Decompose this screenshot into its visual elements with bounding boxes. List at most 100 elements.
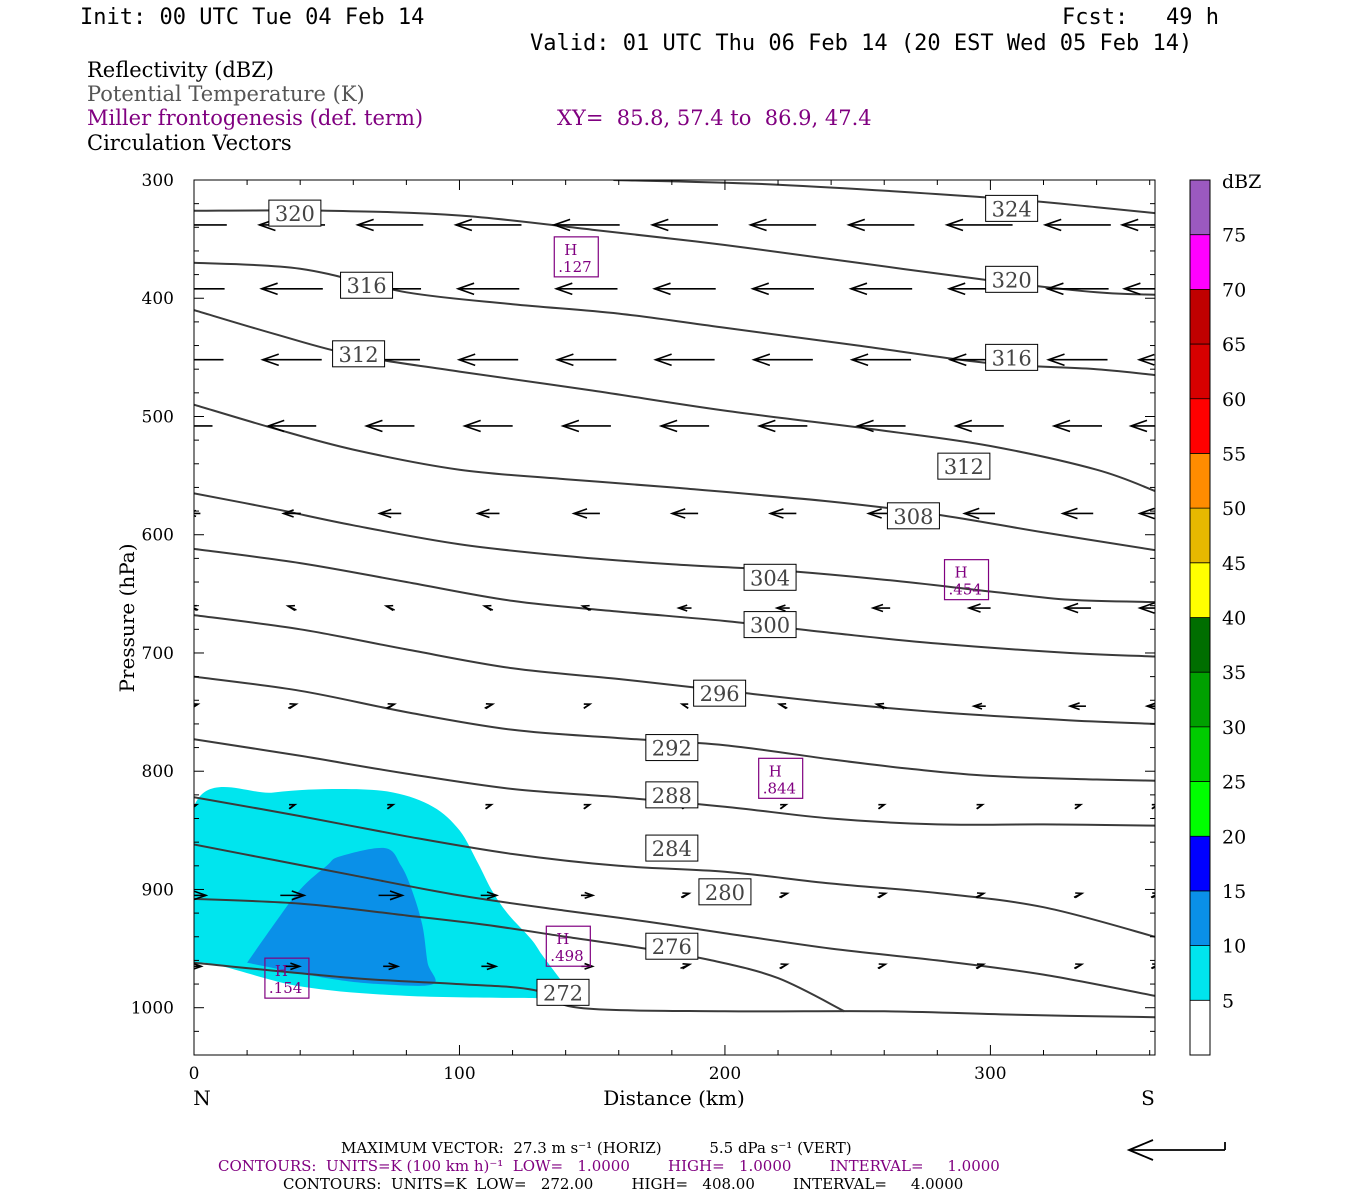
frontogenesis-high-value: .844 [763, 779, 796, 797]
circulation-vector-head [669, 508, 686, 519]
circulation-vector-head [776, 703, 787, 710]
theta-contour-label: 272 [543, 981, 583, 1005]
theta-label-box [645, 932, 699, 960]
frontogenesis-high-box [553, 236, 599, 278]
circulation-vector-head [1074, 892, 1085, 899]
frontogenesis-high-box [943, 559, 990, 601]
x-axis-title: Distance (km) [603, 1086, 745, 1110]
circulation-vector-head [1151, 803, 1155, 810]
legend-frontogenesis: Miller frontogenesis (def. term) [87, 106, 424, 130]
y-tick-label: 600 [142, 526, 174, 546]
circulation-vector-head [194, 890, 209, 901]
circulation-vector-head [1046, 353, 1065, 367]
frontogenesis-high-label: H [955, 564, 968, 582]
colorbar-level-label: 60 [1222, 389, 1246, 411]
circulation-vector-head [1121, 282, 1141, 296]
theta-label-box [536, 978, 590, 1006]
colorbar-level-label: 25 [1222, 772, 1246, 794]
circulation-vector-head [388, 962, 401, 971]
circulation-vector-head [584, 962, 595, 970]
colorbar-segment [1190, 672, 1210, 727]
legend-reflectivity: Reflectivity (dBZ) [87, 58, 275, 82]
theta-contour-280 [194, 843, 1155, 997]
circulation-vector-head [455, 282, 475, 296]
init-time: Init: 00 UTC Tue 04 Feb 14 [80, 5, 425, 30]
circulation-vector-head [1074, 803, 1084, 810]
theta-label-box [937, 452, 991, 480]
theta-contour-label: 288 [652, 784, 692, 808]
circulation-vector-head [486, 962, 499, 971]
circulation-vector-head [877, 803, 887, 810]
theta-contour-284 [194, 796, 1155, 938]
circulation-vector-head [779, 803, 789, 810]
theta-contour-300 [194, 547, 1155, 658]
colorbar-level-label: 10 [1222, 936, 1246, 958]
circulation-vector-head [453, 218, 473, 232]
circulation-vector-head [571, 508, 588, 519]
theta-contour-324 [613, 180, 1155, 215]
circulation-vector-head [551, 218, 571, 232]
circulation-vector-head [756, 419, 776, 433]
colorbar-segment [1190, 726, 1210, 782]
frontogenesis-high-label: H [769, 762, 782, 780]
x-tick-label: 200 [709, 1064, 741, 1084]
circulation-vector-head [750, 282, 770, 296]
frontogenesis-high-value: .498 [550, 947, 583, 965]
theta-contour-label: 284 [652, 837, 692, 861]
forecast-hour: 49 h [1166, 5, 1219, 30]
colorbar-level-label: 65 [1222, 334, 1246, 356]
valid-time: Valid: 01 UTC Thu 06 Feb 14 (20 EST Wed … [530, 31, 1193, 56]
y-axis-title: Pressure (hPa) [115, 544, 139, 693]
circulation-vector-head [584, 891, 596, 899]
contours-theta-info: CONTOURS: UNITS=K LOW= 272.00 HIGH= 408.… [283, 1175, 964, 1193]
colorbar-level-label: 30 [1222, 717, 1246, 739]
colorbar-segment [1190, 781, 1210, 837]
circulation-vector-head [462, 419, 481, 433]
legend-circulation-vectors: Circulation Vectors [87, 131, 292, 155]
circulation-vector-head [944, 218, 964, 232]
y-tick-label: 400 [142, 289, 174, 309]
theta-contour-label: 300 [750, 614, 790, 638]
frontogenesis-high-box [264, 957, 310, 999]
colorbar-segment [1190, 1000, 1210, 1055]
circulation-vector-head [966, 603, 981, 613]
theta-contour-308 [194, 403, 1155, 552]
circulation-vector-head [456, 353, 476, 367]
theta-contour-label: 316 [992, 346, 1032, 370]
circulation-vector-head [846, 218, 866, 232]
theta-contour-276 [194, 897, 845, 1013]
circulation-vector-head [848, 282, 868, 296]
theta-contour-label: 304 [750, 566, 790, 590]
theta-label-box [985, 265, 1039, 293]
theta-contour-label: 296 [700, 682, 740, 706]
circulation-vector-head [855, 419, 874, 433]
colorbar-segment [1190, 836, 1210, 891]
frontogenesis-high-box [545, 925, 591, 967]
circulation-vector-head [288, 803, 298, 810]
circulation-vector-head [194, 803, 200, 808]
max-vector-line: MAXIMUM VECTOR: 27.3 m s⁻¹ (HORIZ) 5.5 d… [341, 1139, 852, 1157]
circulation-vector-head [481, 604, 492, 612]
y-tick-label: 800 [142, 762, 174, 782]
circulation-vector-head [553, 282, 573, 296]
theta-contour-label: 280 [705, 881, 745, 905]
y-tick-label: 900 [142, 880, 174, 900]
colorbar-segment [1190, 890, 1210, 946]
circulation-vector-head [355, 218, 374, 232]
circulation-vector-head [780, 892, 790, 899]
theta-contour-292 [194, 675, 1155, 782]
circulation-vector-head [194, 703, 201, 708]
colorbar-segment [1190, 945, 1210, 1001]
circulation-vector-head [389, 890, 405, 901]
theta-contour-label: 292 [652, 737, 692, 761]
colorbar-segment [1190, 289, 1210, 345]
circulation-vector-head [649, 218, 669, 232]
theta-contour-296 [194, 614, 1155, 725]
colorbar-level-label: 50 [1222, 498, 1246, 520]
colorbar-level-label: 40 [1222, 608, 1246, 630]
colorbar-segment [1190, 180, 1210, 235]
circulation-vector-head [291, 890, 307, 901]
colorbar-level-label: 70 [1222, 279, 1246, 301]
circulation-vector-head [652, 282, 671, 296]
colorbar-segment [1190, 508, 1210, 563]
